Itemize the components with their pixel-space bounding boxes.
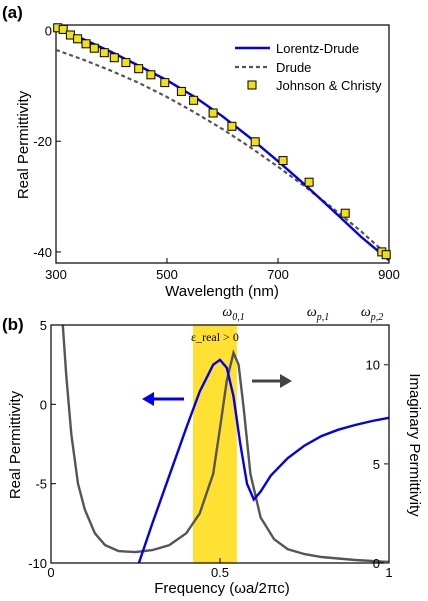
- x-tick-label-a: 300: [45, 267, 67, 282]
- johnson-christy-point: [89, 43, 99, 53]
- johnson-christy-point: [208, 108, 218, 118]
- panel-a-ylabel: Real Permittivity: [15, 90, 32, 199]
- right-arrow-head: [280, 374, 292, 388]
- lorentz-drude-line: [55, 26, 390, 262]
- y-tick-label-b: 0: [40, 397, 47, 412]
- band-label: ε_real > 0: [191, 330, 239, 344]
- panel-b-xlabel: Frequency (ωa/2πc): [154, 580, 289, 597]
- johnson-christy-point: [121, 58, 131, 68]
- panel-b-ylabel-right: Imaginary Permittivity: [406, 373, 423, 517]
- johnson-christy-point: [73, 34, 83, 44]
- johnson-christy-point: [146, 70, 156, 80]
- johnson-christy-point: [109, 53, 119, 63]
- frequency-marker-label: ωp,1: [307, 305, 329, 323]
- panel-b-frequency-markers: ω0,1 ωp,1 ωp,2: [222, 305, 383, 323]
- panel-a-plot-area: [53, 23, 391, 262]
- real-permittivity-line: [137, 358, 389, 563]
- johnson-christy-point: [340, 208, 350, 218]
- epsilon-real-positive-band: [192, 325, 237, 563]
- johnson-christy-point: [160, 78, 170, 88]
- panel-b-axis-arrows: [142, 374, 292, 406]
- y-tick-label-b: -5: [35, 477, 47, 492]
- panel-b-ticks: 0 0.5 1 5 0 -5 -10 10 5 0: [28, 318, 392, 580]
- legend-drude-label: Drude: [276, 60, 311, 75]
- legend-jc-label: Johnson & Christy: [276, 78, 382, 93]
- left-arrow-head: [142, 392, 154, 406]
- panel-a-label: (a): [2, 3, 23, 22]
- y-tick-label-a: -40: [33, 245, 52, 260]
- panel-a-ticks: 300 500 700 900 0 -20 -40: [33, 24, 400, 282]
- imaginary-permittivity-line: [61, 325, 389, 563]
- drude-line: [55, 48, 390, 258]
- legend-jc-marker: [247, 80, 257, 90]
- johnson-christy-point: [304, 177, 314, 187]
- johnson-christy-point: [227, 121, 237, 131]
- frequency-marker-label: ω0,1: [222, 305, 244, 323]
- johnson-christy-point: [278, 156, 288, 166]
- johnson-christy-point: [58, 24, 68, 34]
- y2-tick-label-b: 0: [373, 556, 380, 571]
- x-tick-label-a: 700: [267, 267, 289, 282]
- y-tick-label-a: -20: [33, 134, 52, 149]
- johnson-christy-point: [134, 64, 144, 74]
- johnson-christy-point: [176, 86, 186, 96]
- panel-b-ylabel-left: Real Permittivity: [7, 390, 24, 499]
- panel-a-legend: Lorentz-Drude Drude Johnson & Christy: [235, 41, 382, 93]
- y-tick-label-b: 5: [40, 318, 47, 333]
- frequency-marker-label: ωp,2: [361, 305, 383, 323]
- x-tick-label-b: 1: [385, 565, 392, 580]
- x-tick-label-b: 0.5: [211, 565, 229, 580]
- panel-a-frame: [55, 24, 390, 264]
- x-tick-label-b: 0: [47, 565, 54, 580]
- panel-a-xlabel: Wavelength (nm): [165, 283, 279, 300]
- y2-tick-label-b: 10: [366, 358, 380, 373]
- y2-tick-label-b: 5: [373, 457, 380, 472]
- johnson-christy-point: [381, 250, 391, 260]
- panel-b: (b) ε_real > 0 0 0.5 1 5 0 -5 -10 10 5 0 Frequenc…: [2, 305, 423, 597]
- panel-b-plot-area: ε_real > 0: [61, 325, 389, 563]
- johnson-christy-point: [81, 39, 91, 49]
- x-tick-label-a: 900: [378, 267, 400, 282]
- x-tick-label-a: 500: [156, 267, 178, 282]
- legend-lorentz-drude-label: Lorentz-Drude: [276, 41, 359, 56]
- johnson-christy-point: [250, 137, 260, 147]
- y-tick-label-b: -10: [28, 556, 47, 571]
- panel-b-label: (b): [2, 315, 24, 334]
- johnson-christy-point: [99, 48, 109, 58]
- johnson-christy-point: [189, 95, 199, 105]
- y-tick-label-a: 0: [45, 24, 52, 39]
